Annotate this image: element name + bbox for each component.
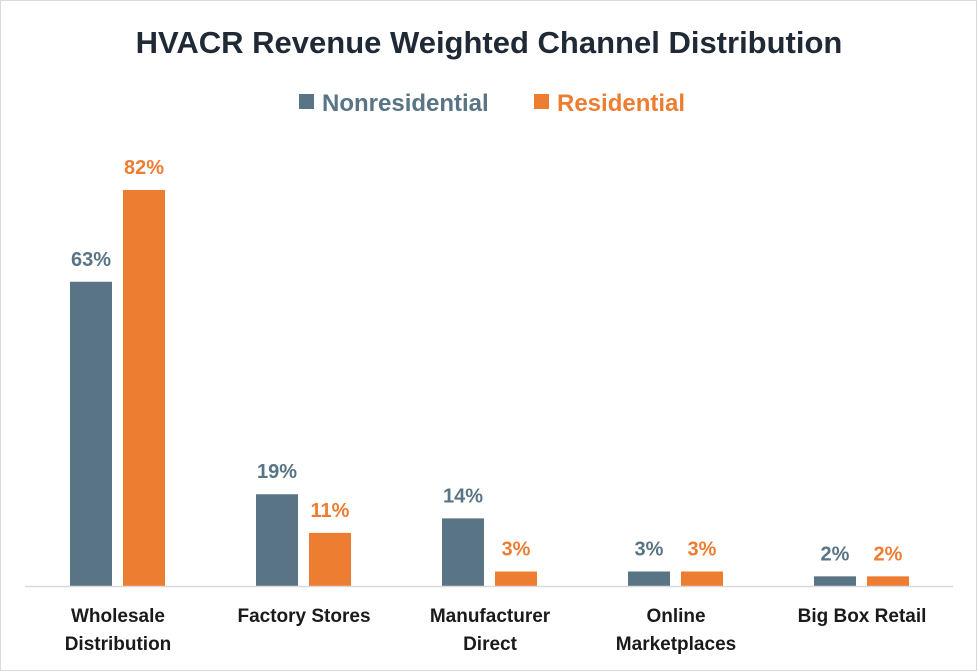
- category-label-3: Online Marketplaces: [616, 606, 736, 655]
- value-labels: 63% 82% 19% 11% 14% 3% 3% 3% 2% 2%: [71, 157, 903, 565]
- value-label-residential-3: 3%: [688, 539, 717, 561]
- legend-swatch-residential: [534, 94, 549, 109]
- category-label-2: Manufacturer Direct: [430, 606, 551, 655]
- bar-residential-2: [495, 571, 537, 586]
- legend-label-residential: Residential: [557, 90, 685, 117]
- bar-nonresidential-4: [814, 576, 856, 586]
- value-label-nonresidential-2: 14%: [443, 485, 483, 507]
- category-label-1: Factory Stores: [237, 606, 370, 627]
- value-label-nonresidential-0: 63%: [71, 249, 111, 271]
- value-label-residential-1: 11%: [311, 500, 350, 522]
- bar-residential-4: [867, 576, 909, 586]
- value-label-nonresidential-3: 3%: [635, 539, 664, 561]
- bar-nonresidential-2: [442, 518, 484, 586]
- category-label-4: Big Box Retail: [798, 606, 927, 627]
- value-label-residential-2: 3%: [502, 539, 531, 561]
- bars: [70, 190, 909, 586]
- legend-label-nonresidential: Nonresidential: [322, 90, 489, 117]
- bar-residential-1: [309, 532, 351, 586]
- chart-title: HVACR Revenue Weighted Channel Distribut…: [136, 25, 843, 60]
- category-label-0: Wholesale Distribution: [65, 606, 172, 655]
- bar-nonresidential-1: [256, 494, 298, 586]
- value-label-nonresidential-4: 2%: [821, 543, 850, 565]
- category-labels: Wholesale Distribution Factory Stores Manuf…: [65, 606, 927, 655]
- bar-nonresidential-0: [70, 281, 112, 586]
- bar-residential-3: [681, 571, 723, 586]
- value-label-residential-4: 2%: [874, 543, 903, 565]
- value-label-residential-0: 82%: [124, 157, 164, 179]
- value-label-nonresidential-1: 19%: [257, 461, 297, 483]
- bar-nonresidential-3: [628, 571, 670, 586]
- bar-residential-0: [123, 190, 165, 586]
- legend-swatch-nonresidential: [299, 94, 314, 109]
- legend: Nonresidential Residential: [299, 90, 685, 117]
